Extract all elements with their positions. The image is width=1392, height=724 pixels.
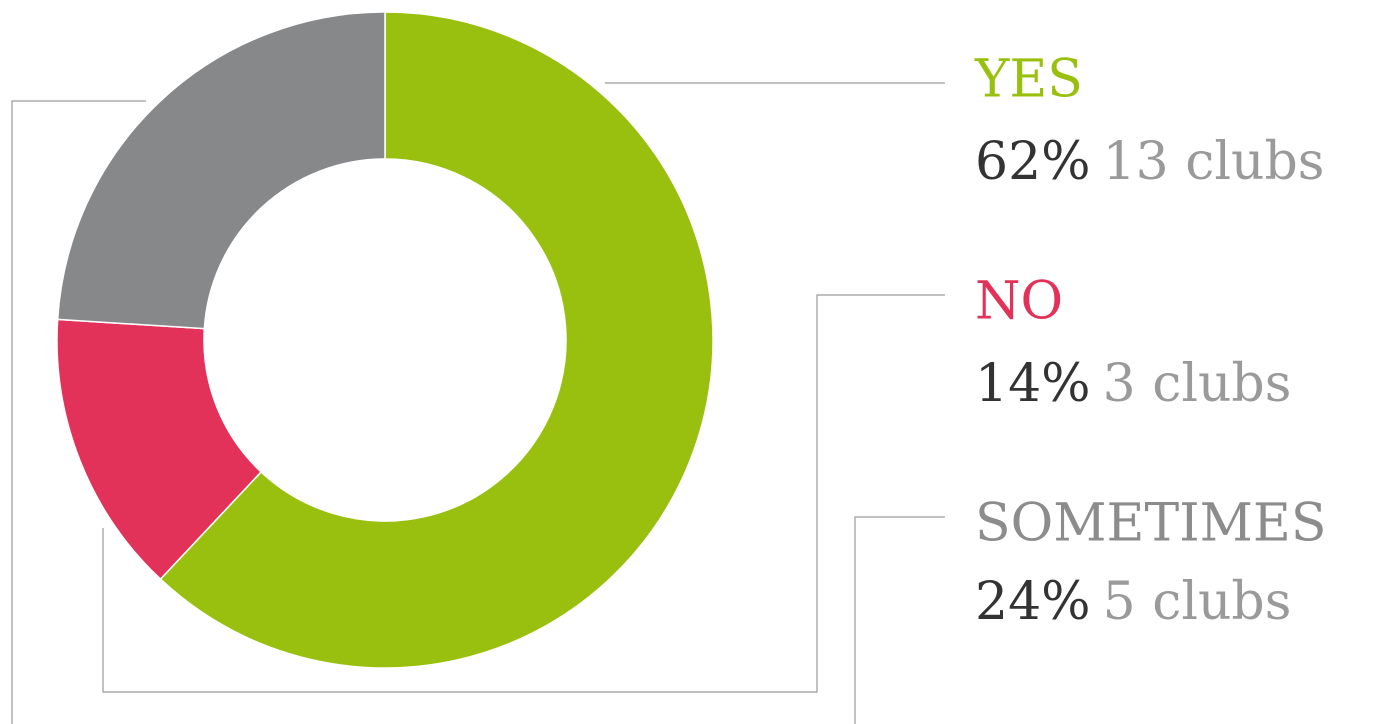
donut-slice bbox=[56, 318, 263, 581]
leader-line bbox=[11, 100, 146, 724]
leader-line bbox=[854, 516, 945, 724]
legend-label: NO bbox=[975, 272, 1063, 332]
donut-slice bbox=[159, 11, 714, 669]
percent-label: 24% bbox=[975, 572, 1091, 632]
percent-label: 14% bbox=[975, 354, 1091, 414]
count-label: 13 clubs bbox=[1103, 132, 1325, 192]
count-label: 3 clubs bbox=[1103, 354, 1292, 414]
legend-label: SOMETIMES bbox=[975, 494, 1327, 554]
legend-value: 14% 3 clubs bbox=[975, 354, 1291, 414]
leader-line bbox=[102, 294, 945, 693]
legend-value: 24% 5 clubs bbox=[975, 572, 1291, 632]
legend-label: YES bbox=[974, 50, 1083, 110]
count-label: 5 clubs bbox=[1103, 572, 1292, 632]
percent-label: 62% bbox=[975, 132, 1091, 192]
donut-slice bbox=[56, 11, 386, 330]
legend-value: 62% 13 clubs bbox=[975, 132, 1325, 192]
leader-lines bbox=[11, 82, 945, 724]
